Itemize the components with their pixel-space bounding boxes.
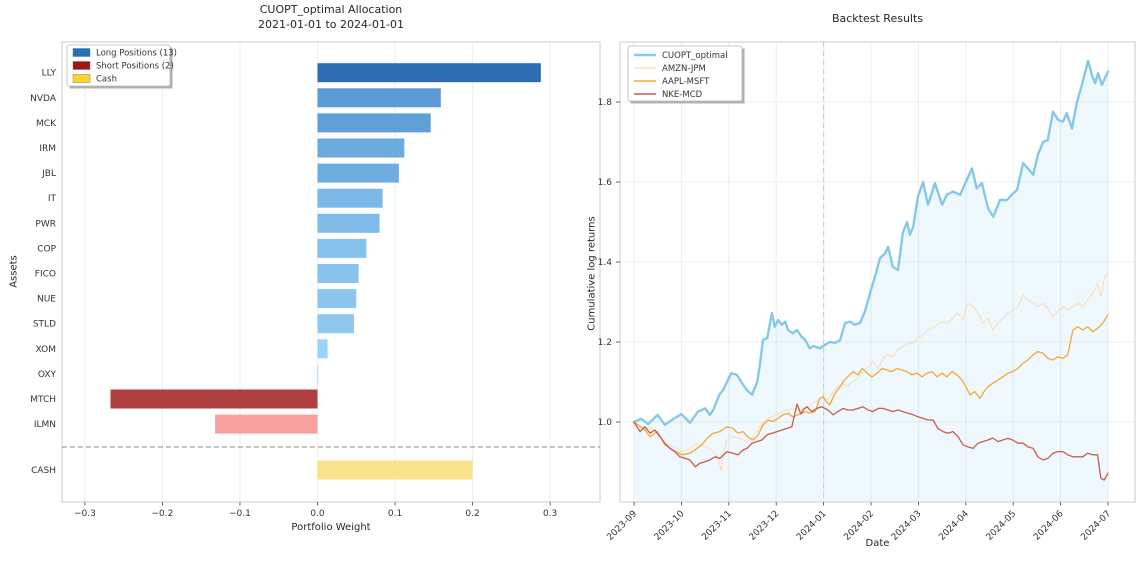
ytick-label-JBL: JBL bbox=[41, 169, 56, 179]
ytick-label-CASH: CASH bbox=[31, 466, 56, 476]
ytick-label-IRM: IRM bbox=[39, 144, 56, 154]
ytick-label-COP: COP bbox=[37, 244, 56, 254]
backtest-spines bbox=[619, 41, 1136, 503]
allocation-xlabel: Portfolio Weight bbox=[291, 522, 371, 533]
backtest-grid bbox=[620, 42, 1135, 502]
xtick-label: −0.1 bbox=[229, 509, 251, 519]
legend-label: NKE-MCD bbox=[662, 90, 703, 100]
bar-MCK bbox=[317, 113, 431, 133]
series-CUOPT_optimal bbox=[632, 59, 1110, 426]
xtick-label: 0.3 bbox=[543, 509, 557, 519]
legend-swatch bbox=[72, 61, 91, 70]
ytick-label-ILMN: ILMN bbox=[34, 420, 56, 430]
ytick-label-IT: IT bbox=[48, 194, 57, 204]
allocation-legend-box bbox=[66, 44, 171, 87]
ytick-label-STLD: STLD bbox=[33, 320, 56, 330]
fill-CUOPT_optimal bbox=[634, 60, 1108, 503]
ytick-label-NUE: NUE bbox=[37, 295, 56, 305]
legend-label: AMZN-JPM bbox=[662, 64, 706, 74]
legend-swatch bbox=[72, 48, 91, 57]
backtest-ylabel: Cumulative log returns bbox=[586, 216, 598, 331]
ytick-label-MTCH: MTCH bbox=[30, 395, 56, 405]
allocation-legend: Long Positions (13) Short Positions (2) Ca… bbox=[66, 44, 177, 89]
series-AMZN-JPM bbox=[633, 272, 1109, 472]
series-AAPL-MSFT bbox=[633, 314, 1109, 456]
legend-label: AAPL-MSFT bbox=[662, 77, 710, 87]
ytick-label-LLY: LLY bbox=[42, 69, 57, 79]
allocation-ylabel: Assets bbox=[8, 255, 20, 288]
backtest-legend: CUOPT_optimal AMZN-JPM AAPL-MSFT NKE-MCD bbox=[627, 45, 745, 104]
allocation-title: CUOPT_optimal Allocation 2021-01-01 to 2… bbox=[61, 3, 601, 32]
bar-JBL bbox=[317, 163, 399, 183]
legend-swatch bbox=[72, 74, 91, 83]
ytick-label-NVDA: NVDA bbox=[30, 94, 57, 104]
ytick-label-MCK: MCK bbox=[36, 119, 57, 129]
bar-NUE bbox=[317, 289, 357, 309]
backtest-legend-box bbox=[627, 45, 743, 102]
bar-LLY bbox=[317, 63, 541, 83]
legend-label: Long Positions (13) bbox=[96, 49, 177, 59]
xtick-label: 0.0 bbox=[310, 509, 325, 519]
xtick-label: 0.2 bbox=[465, 509, 479, 519]
legend-label: Short Positions (2) bbox=[96, 62, 174, 72]
bar-OXY bbox=[317, 364, 319, 384]
ytick-label-FICO: FICO bbox=[35, 270, 56, 280]
legend-label: CUOPT_optimal bbox=[662, 51, 728, 61]
xtick-label: 0.1 bbox=[388, 509, 402, 519]
allocation-chart: LLY NVDA MCK IRM JBL IT PWR COP FICO NUE STLD XOM OX… bbox=[30, 41, 601, 519]
backtest-xlabel: Date bbox=[865, 538, 890, 549]
backtest-title: Backtest Results bbox=[831, 12, 924, 25]
bar-XOM bbox=[317, 339, 328, 359]
legend-label: Cash bbox=[96, 75, 117, 85]
allocation-spines bbox=[61, 41, 601, 503]
bar-FICO bbox=[317, 264, 359, 283]
bar-ILMN bbox=[215, 414, 318, 434]
ytick-label: 1.2 bbox=[598, 338, 612, 348]
bar-PWR bbox=[317, 213, 380, 233]
xtick-label: −0.2 bbox=[151, 509, 173, 519]
ytick-label-XOM: XOM bbox=[36, 345, 56, 355]
bar-STLD bbox=[317, 314, 354, 334]
allocation-title-line1: CUOPT_optimal Allocation bbox=[259, 3, 403, 16]
bar-COP bbox=[317, 238, 367, 258]
xtick-label: −0.3 bbox=[74, 509, 96, 519]
ytick-label-OXY: OXY bbox=[38, 370, 57, 380]
ytick-label-PWR: PWR bbox=[35, 219, 56, 229]
bar-CASH bbox=[317, 460, 473, 480]
bar-NVDA bbox=[317, 88, 441, 108]
series-NKE-MCD bbox=[633, 403, 1109, 481]
bar-MTCH bbox=[110, 389, 318, 409]
ytick-label: 1.4 bbox=[598, 258, 613, 268]
ytick-label: 1.8 bbox=[598, 98, 613, 108]
ytick-label: 1.6 bbox=[598, 178, 613, 188]
bar-IRM bbox=[317, 138, 405, 158]
bar-IT bbox=[317, 188, 383, 208]
ytick-label: 1.0 bbox=[598, 418, 613, 428]
allocation-title-line2: 2021-01-01 to 2024-01-01 bbox=[258, 17, 404, 31]
